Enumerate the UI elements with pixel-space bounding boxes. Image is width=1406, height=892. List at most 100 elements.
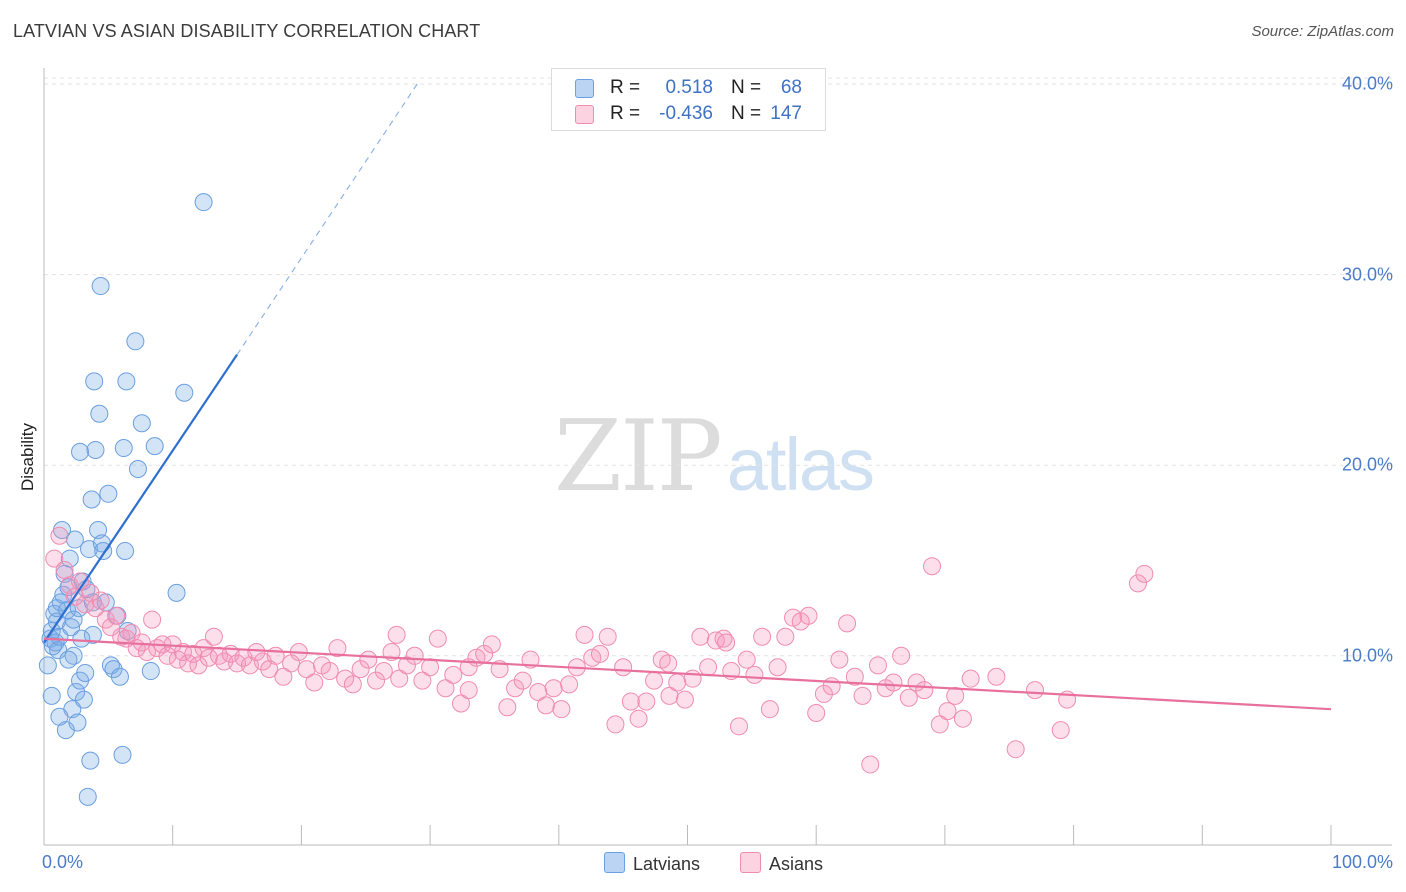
data-point <box>845 667 864 686</box>
data-point <box>64 610 83 629</box>
data-point <box>374 662 393 681</box>
data-point <box>621 692 640 711</box>
data-point <box>814 684 833 703</box>
data-point <box>38 656 57 675</box>
data-point <box>498 698 517 717</box>
data-point <box>830 650 849 669</box>
data-point <box>838 614 857 633</box>
data-point <box>387 625 406 644</box>
data-point <box>776 627 795 646</box>
data-point <box>923 557 942 576</box>
data-point <box>90 404 109 423</box>
data-point <box>59 650 78 669</box>
data-point <box>930 715 949 734</box>
data-point <box>961 669 980 688</box>
series-latvians <box>38 193 213 806</box>
data-point <box>141 662 160 681</box>
bottom-legend-asians[interactable]: Asians <box>740 852 823 875</box>
data-point <box>114 439 133 458</box>
grid-lines <box>44 77 1392 657</box>
data-point <box>614 658 633 677</box>
y-axis-label: Disability <box>18 422 37 492</box>
bottom-legend-latvians[interactable]: Latvians <box>604 852 700 875</box>
asians-swatch <box>575 105 594 124</box>
data-point <box>91 277 110 296</box>
data-point <box>1025 681 1044 700</box>
data-point <box>598 627 617 646</box>
data-point <box>946 686 965 705</box>
axes <box>43 68 1392 846</box>
latvians-swatch <box>575 79 594 98</box>
data-point <box>351 660 370 679</box>
data-point <box>76 595 95 614</box>
data-point <box>72 629 91 648</box>
data-point <box>1128 574 1147 593</box>
data-point <box>104 660 123 679</box>
trend-line-latvians-extension <box>236 83 418 355</box>
series-asians <box>45 526 1154 774</box>
data-point <box>132 414 151 433</box>
data-point <box>428 629 447 648</box>
data-point <box>320 662 339 681</box>
data-point <box>274 667 293 686</box>
data-point <box>629 709 648 728</box>
data-point <box>659 654 678 673</box>
data-point <box>753 627 772 646</box>
n-label: N = <box>731 103 762 124</box>
data-point <box>76 663 95 682</box>
data-point <box>892 646 911 665</box>
data-point <box>397 656 416 675</box>
data-point <box>382 642 401 661</box>
data-point <box>65 530 84 549</box>
data-point <box>117 372 136 391</box>
data-point <box>529 683 548 702</box>
data-point <box>822 677 841 696</box>
data-point <box>328 639 347 658</box>
data-point <box>67 683 86 702</box>
data-point <box>552 700 571 719</box>
legend-row-asians: R = -0.436 N = 147 <box>552 102 825 128</box>
r-label: R = <box>610 103 641 124</box>
data-point <box>68 713 87 732</box>
data-point <box>660 686 679 705</box>
data-point <box>89 521 108 540</box>
data-point <box>82 490 101 509</box>
data-point <box>50 526 69 545</box>
data-point <box>436 679 455 698</box>
data-point <box>691 627 710 646</box>
data-point <box>506 679 525 698</box>
data-point <box>737 650 756 669</box>
data-point <box>699 658 718 677</box>
x-tick-max: 100.0% <box>1331 852 1393 872</box>
trend-lines <box>43 83 1332 711</box>
n-label: N = <box>731 77 762 98</box>
data-point <box>675 690 694 709</box>
data-point <box>868 656 887 675</box>
data-point <box>128 460 147 479</box>
source-label: Source: ZipAtlas.com <box>1251 23 1394 40</box>
data-point <box>606 715 625 734</box>
data-point <box>390 669 409 688</box>
data-point <box>184 644 203 663</box>
data-point <box>81 751 100 770</box>
n-value: 147 <box>770 103 802 124</box>
data-point <box>884 673 903 692</box>
data-point <box>86 440 105 459</box>
data-point <box>729 717 748 736</box>
data-point <box>60 549 79 568</box>
data-point <box>113 745 132 764</box>
chart-title: LATVIAN VS ASIAN DISABILITY CORRELATION … <box>13 21 481 41</box>
data-point <box>167 583 186 602</box>
data-point <box>266 646 285 665</box>
data-point <box>126 332 145 351</box>
data-point <box>107 606 126 625</box>
asians-legend-swatch <box>740 852 761 873</box>
data-point <box>55 561 74 580</box>
data-point <box>987 667 1006 686</box>
data-point <box>189 656 208 675</box>
data-point <box>143 610 162 629</box>
data-point <box>745 665 764 684</box>
data-point <box>1051 721 1070 740</box>
data-point <box>853 686 872 705</box>
data-point <box>405 646 424 665</box>
